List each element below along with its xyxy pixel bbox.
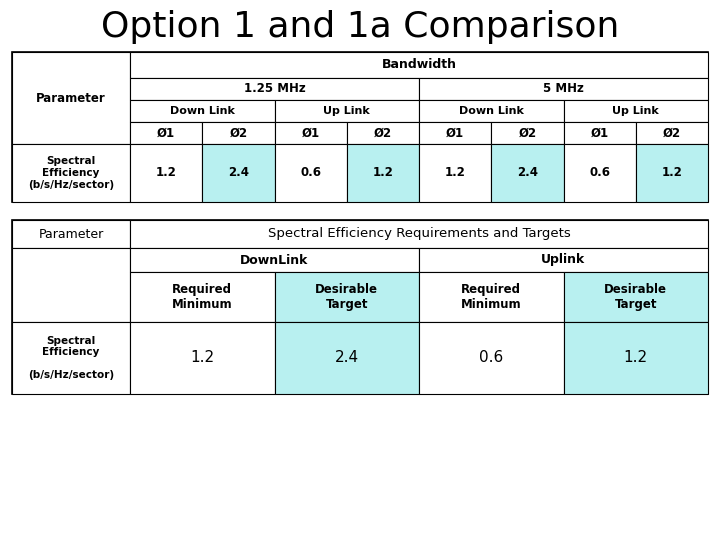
Bar — [130, 122, 202, 144]
Text: DownLink: DownLink — [240, 253, 309, 267]
Text: Ø2: Ø2 — [229, 126, 248, 139]
Bar — [419, 100, 564, 122]
Bar — [564, 322, 708, 394]
Bar — [564, 100, 708, 122]
Bar — [491, 122, 564, 144]
Text: 1.2: 1.2 — [372, 166, 393, 179]
Bar — [564, 272, 708, 322]
Bar — [274, 100, 419, 122]
Bar — [130, 78, 419, 100]
Text: Option 1 and 1a Comparison: Option 1 and 1a Comparison — [101, 10, 619, 44]
Bar — [274, 322, 419, 394]
Text: Ø2: Ø2 — [663, 126, 681, 139]
Text: Ø2: Ø2 — [374, 126, 392, 139]
Bar — [274, 272, 419, 322]
Bar — [564, 122, 636, 144]
Bar — [419, 322, 564, 394]
Bar — [347, 122, 419, 144]
Text: Desirable
Target: Desirable Target — [604, 283, 667, 311]
Text: Ø1: Ø1 — [590, 126, 608, 139]
Bar — [636, 122, 708, 144]
Text: Ø1: Ø1 — [157, 126, 175, 139]
Bar — [12, 220, 130, 248]
Text: Spectral
Efficiency

(b/s/Hz/sector): Spectral Efficiency (b/s/Hz/sector) — [28, 335, 114, 380]
Text: Ø1: Ø1 — [302, 126, 320, 139]
Text: 1.2: 1.2 — [156, 166, 176, 179]
Bar — [419, 272, 564, 322]
Bar — [130, 248, 419, 272]
Bar — [419, 78, 708, 100]
Text: Parameter: Parameter — [38, 227, 104, 240]
Bar — [491, 144, 564, 202]
Bar — [419, 248, 708, 272]
Bar — [419, 144, 491, 202]
Text: 0.6: 0.6 — [479, 350, 503, 366]
Bar — [636, 144, 708, 202]
Bar — [130, 272, 274, 322]
Bar — [12, 248, 130, 322]
Text: Bandwidth: Bandwidth — [382, 58, 456, 71]
Text: 5 MHz: 5 MHz — [543, 83, 584, 96]
Bar — [347, 144, 419, 202]
Bar — [130, 220, 708, 248]
Bar — [202, 144, 274, 202]
Text: Desirable
Target: Desirable Target — [315, 283, 378, 311]
Text: Parameter: Parameter — [36, 91, 106, 105]
Bar — [274, 144, 347, 202]
Text: Uplink: Uplink — [541, 253, 585, 267]
Text: 1.2: 1.2 — [445, 166, 466, 179]
Text: Down Link: Down Link — [459, 106, 523, 116]
Text: 1.2: 1.2 — [190, 350, 215, 366]
Text: Up Link: Up Link — [613, 106, 659, 116]
Bar — [130, 100, 274, 122]
Text: Ø2: Ø2 — [518, 126, 536, 139]
Text: 2.4: 2.4 — [517, 166, 538, 179]
Bar — [202, 122, 274, 144]
Text: 1.2: 1.2 — [662, 166, 683, 179]
Text: 1.25 MHz: 1.25 MHz — [243, 83, 305, 96]
Text: 2.4: 2.4 — [335, 350, 359, 366]
Bar — [12, 144, 130, 202]
Bar — [419, 122, 491, 144]
Bar — [12, 220, 708, 394]
Bar — [274, 122, 347, 144]
Bar — [12, 52, 708, 202]
Bar — [12, 322, 130, 394]
Text: 2.4: 2.4 — [228, 166, 249, 179]
Bar — [130, 52, 708, 78]
Text: Ø1: Ø1 — [446, 126, 464, 139]
Text: Spectral
Efficiency
(b/s/Hz/sector): Spectral Efficiency (b/s/Hz/sector) — [28, 157, 114, 190]
Text: Up Link: Up Link — [323, 106, 370, 116]
Bar — [12, 52, 130, 144]
Text: 0.6: 0.6 — [589, 166, 610, 179]
Bar — [564, 144, 636, 202]
Text: Spectral Efficiency Requirements and Targets: Spectral Efficiency Requirements and Tar… — [268, 227, 570, 240]
Text: Down Link: Down Link — [170, 106, 235, 116]
Text: Required
Minimum: Required Minimum — [461, 283, 521, 311]
Bar — [130, 144, 202, 202]
Bar — [130, 322, 274, 394]
Text: 1.2: 1.2 — [624, 350, 648, 366]
Text: 0.6: 0.6 — [300, 166, 321, 179]
Text: Required
Minimum: Required Minimum — [172, 283, 233, 311]
